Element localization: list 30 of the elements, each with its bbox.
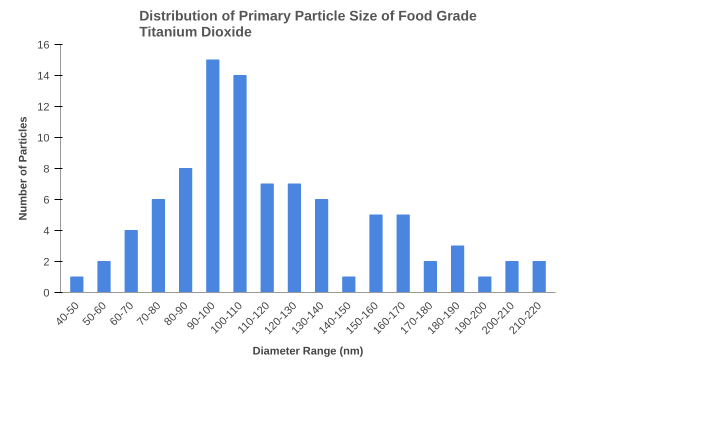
bar [206,60,220,292]
bar [97,261,111,292]
bar [396,214,410,292]
y-tick-label: 4 [43,226,50,238]
bar [478,276,492,292]
bar [152,199,166,292]
x-axis-title: Diameter Range (nm) [252,346,364,358]
y-tick-label: 2 [43,256,50,268]
y-tick-label: 14 [37,70,50,82]
y-tick-label: 10 [37,132,50,144]
bar [369,214,383,292]
y-tick-label: 16 [37,40,50,52]
chart-title: Distribution of Primary Particle Size of Food Grade Titanium Dioxide [139,8,478,40]
bar [505,261,519,292]
bar [178,168,192,292]
y-axis-title: Number of Particles [17,116,30,220]
y-tick-label: 6 [43,194,50,206]
bar [288,184,302,292]
bar [124,230,138,292]
bar [532,261,546,292]
bar [260,184,274,292]
bar [450,246,464,292]
bar [314,199,328,292]
y-tick-label: 0 [43,288,50,300]
y-tick-label: 12 [37,102,50,114]
bar [233,75,247,292]
bar [342,276,356,292]
bar [424,261,438,292]
y-tick-label: 8 [43,164,50,176]
bar [70,276,84,292]
